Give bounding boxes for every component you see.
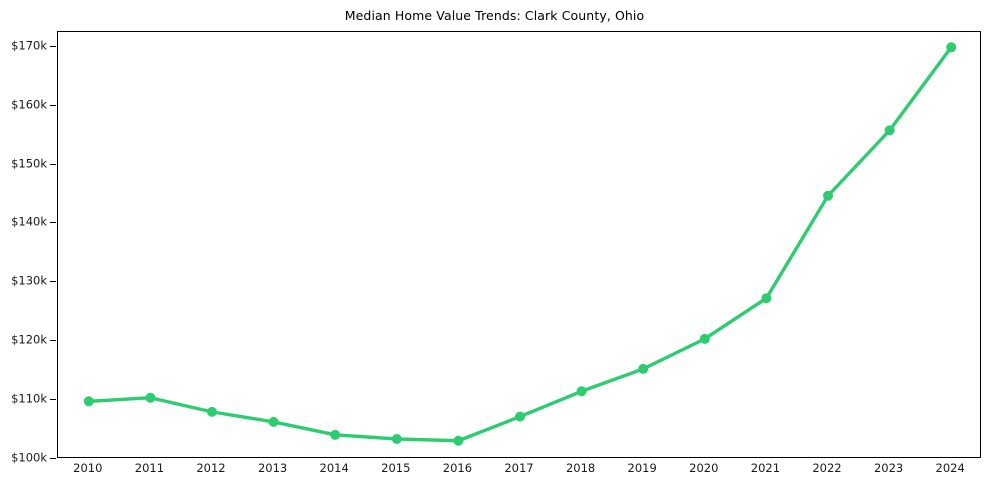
y-axis-tick-label: $120k (11, 332, 47, 347)
y-axis-tick-mark (50, 458, 56, 459)
x-axis-tick-label: 2022 (812, 461, 842, 475)
y-axis-tick-label: $140k (11, 214, 47, 229)
x-axis-tick-label: 2021 (750, 461, 781, 475)
data-point-marker (145, 392, 156, 403)
x-axis-tick-label: 2018 (565, 461, 596, 475)
x-axis-tick-label: 2014 (319, 461, 349, 475)
data-point-marker (453, 435, 464, 446)
y-axis-tick-mark (50, 399, 56, 401)
y-axis-tick-label: $130k (11, 273, 47, 288)
x-axis-tick-label: 2020 (689, 461, 719, 475)
x-axis-tick-label: 2023 (873, 461, 904, 475)
y-axis-tick-mark (50, 281, 56, 283)
y-axis-tick-labels: $100k $110k $120k $130k $140k $150k $160k $170k (0, 0, 47, 490)
y-axis-tick-label: $100k (11, 450, 47, 465)
x-axis-tick-label: 2011 (134, 461, 165, 475)
y-axis-tick-label: $110k (11, 391, 47, 406)
data-point-marker (515, 411, 525, 422)
data-point-marker (391, 433, 402, 444)
x-axis-tick-label: 2017 (504, 461, 534, 475)
y-axis-tick-label: $160k (11, 96, 47, 111)
series-markers (83, 42, 957, 446)
y-axis-tick-mark (50, 45, 56, 47)
data-point-marker (207, 406, 217, 417)
y-axis-tick-mark (50, 104, 56, 106)
data-point-marker (761, 293, 772, 304)
plot-area (57, 31, 981, 458)
data-point-marker (823, 190, 833, 201)
data-point-marker (884, 125, 895, 136)
data-point-marker (576, 386, 587, 397)
y-axis-tick-mark (50, 163, 56, 165)
data-point-marker (699, 333, 710, 344)
line-series-svg (83, 42, 957, 446)
data-point-marker (268, 416, 279, 427)
x-axis-tick-label: 2024 (935, 461, 965, 475)
y-axis-tick-label: $170k (11, 37, 47, 52)
chart-title: Median Home Value Trends: Clark County, … (344, 8, 645, 23)
x-axis-tick-label: 2016 (442, 461, 473, 475)
x-axis-tick-label: 2015 (381, 461, 411, 475)
data-point-marker (638, 363, 649, 374)
y-axis-tick-mark (50, 340, 56, 342)
x-axis-tick-label: 2013 (257, 461, 288, 475)
x-axis-tick-label: 2019 (627, 461, 657, 475)
data-point-marker (330, 429, 341, 440)
y-axis-tick-label: $150k (11, 155, 47, 170)
y-axis-tick-mark (50, 222, 56, 224)
x-axis-tick-label: 2012 (196, 461, 226, 475)
series-line-median-home-value (87, 45, 953, 443)
data-point-marker (83, 396, 94, 407)
data-point-marker (946, 42, 957, 53)
x-axis-tick-label: 2010 (73, 461, 103, 475)
